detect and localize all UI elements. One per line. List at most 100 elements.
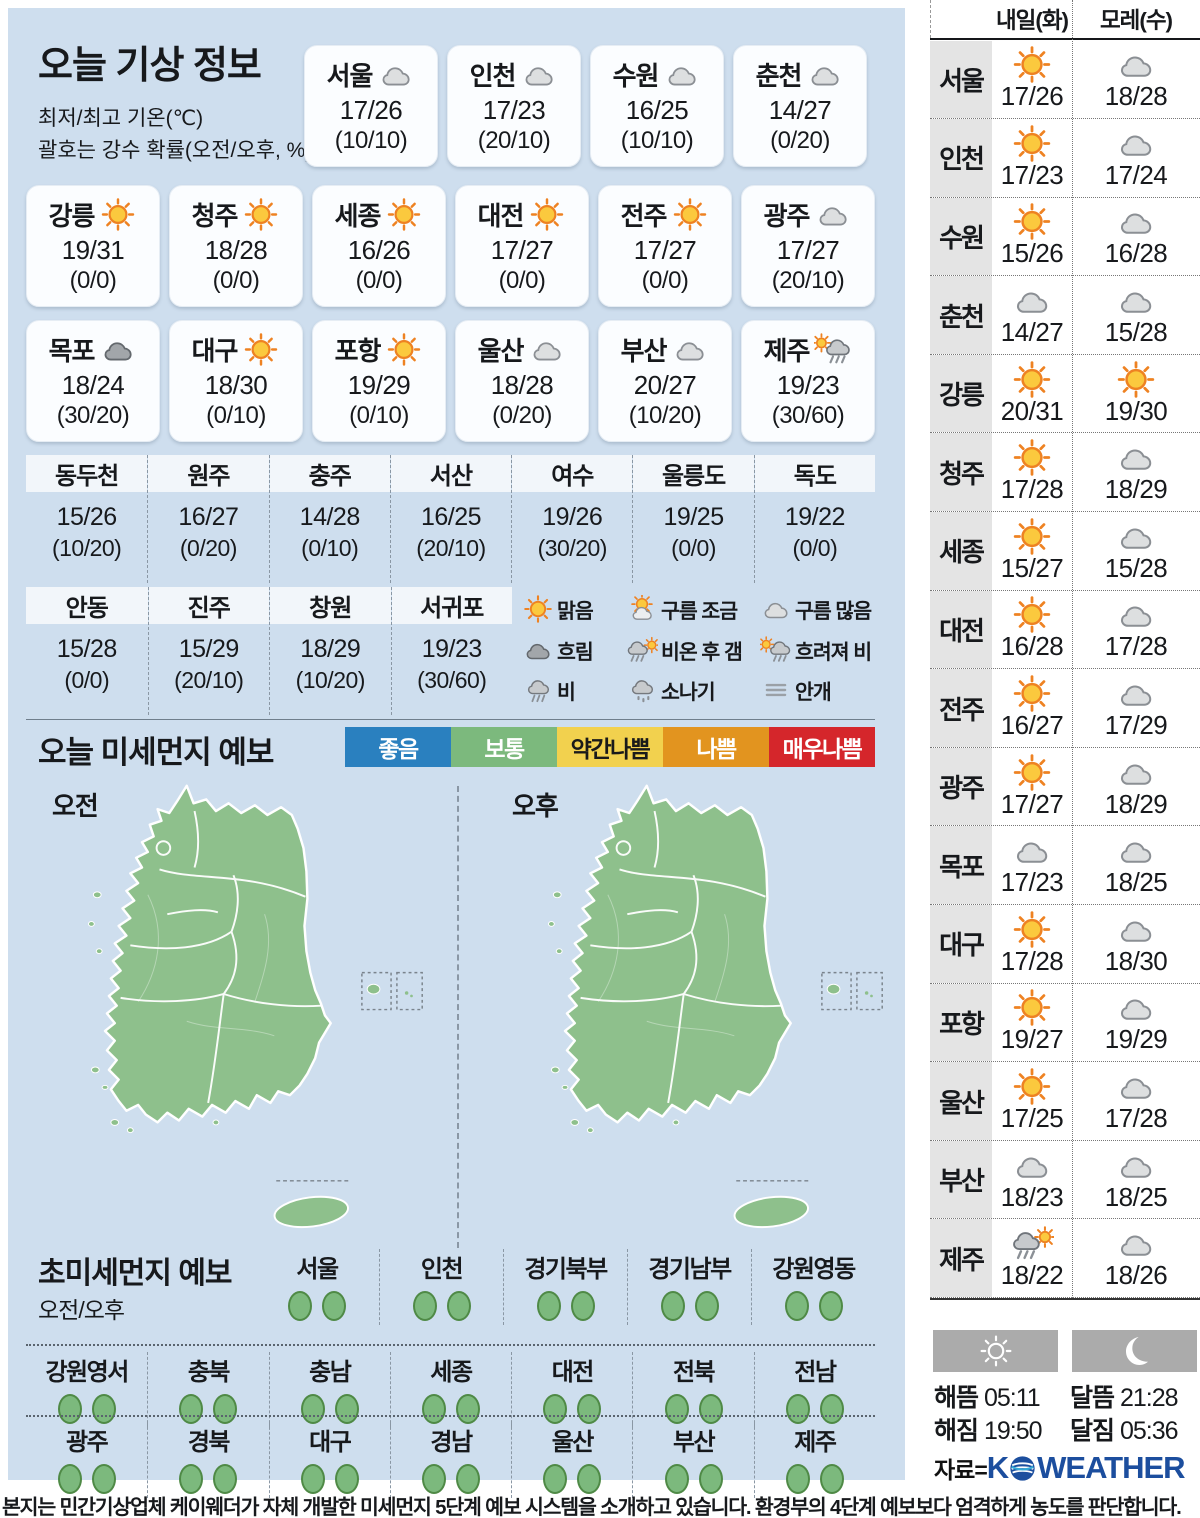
region-values: 19/22 (0/0) <box>755 492 875 562</box>
legend-label: 구름 많음 <box>795 600 872 624</box>
region-name: 인천 <box>420 1256 464 1283</box>
temp-range: 17/26 <box>1000 81 1064 112</box>
temp-range: 19/31 <box>61 235 125 265</box>
forecast-header: 내일(화) 모레(수) <box>930 0 1200 38</box>
legend-item: 비온 후 갬 <box>626 630 760 671</box>
mostly-cloudy-icon <box>1114 439 1158 476</box>
temp-range: 19/29 <box>347 370 411 400</box>
temp-range: 17/27 <box>776 235 840 265</box>
temp-range: 18/30 <box>1104 945 1168 976</box>
precip-prob: (10/20) <box>51 535 122 561</box>
city-name: 대전 <box>477 200 525 231</box>
weather-card: 전주 17/27 (0/0) <box>598 185 732 307</box>
dayafter-forecast: 18/25 <box>1072 1141 1200 1219</box>
precip-prob: (0/0) <box>671 535 716 561</box>
precip-prob: (0/0) <box>69 267 117 294</box>
legend-item: 소나기 <box>626 670 760 711</box>
city-name: 부산 <box>930 1140 992 1219</box>
dust-map-pm <box>530 778 890 1250</box>
dayafter-forecast: 18/25 <box>1072 826 1200 904</box>
ultrafine-row-2: 강원영서 충북 충남 세종 대전 전북 <box>26 1352 875 1428</box>
precip-prob: (0/0) <box>64 667 110 693</box>
tomorrow-forecast: 17/23 <box>992 826 1072 904</box>
card-header: 울산 <box>478 331 567 367</box>
city-name: 광주 <box>930 747 992 826</box>
sunny-icon <box>1010 518 1054 555</box>
temp-range: 17/24 <box>1104 159 1168 190</box>
pm-level-dot <box>446 1291 471 1321</box>
map-am-label: 오전 <box>52 791 99 821</box>
pm-level-dot <box>819 1394 844 1424</box>
region-name: 경북 <box>187 1429 231 1456</box>
forecast-col-tomorrow: 내일(화) <box>995 8 1069 33</box>
am-level-dot <box>543 1464 568 1494</box>
temp-range: 17/28 <box>1104 1103 1168 1134</box>
sunny-icon <box>385 332 423 366</box>
weather-icon-legend: 맑음 구름 조금 구름 많음 흐림 비온 후 갬 흐려져 비 비 소나기 안개 <box>522 589 876 711</box>
city-name: 광주 <box>763 200 811 231</box>
precip-prob: (0/10) <box>301 535 359 561</box>
precip-prob: (0/0) <box>641 267 689 294</box>
city-name: 제주 <box>763 335 811 366</box>
mostly-cloudy-icon <box>671 333 709 366</box>
forecast-row: 울산 17/25 17/28 <box>930 1062 1200 1141</box>
precip-prob: (10/20) <box>628 402 702 429</box>
regional-column: 울릉도 19/25 (0/0) <box>632 455 754 583</box>
sunset-time: 해짐 19:50 <box>934 1417 1043 1445</box>
region-name: 동두천 <box>26 455 148 492</box>
temp-range: 16/25 <box>625 95 689 125</box>
dust-section-title: 오늘 미세먼지 예보 <box>38 735 274 770</box>
mostly-cloudy-icon <box>1114 754 1158 791</box>
sunny-icon <box>1010 1068 1054 1105</box>
region-name: 안동 <box>26 587 148 624</box>
city-name: 포항 <box>930 983 992 1062</box>
city-name: 강릉 <box>930 354 992 433</box>
temp-range: 18/23 <box>1000 1181 1064 1212</box>
pm-level-dot <box>698 1464 723 1494</box>
precip-prob: (20/10) <box>416 535 486 561</box>
dust-level-dots <box>512 1464 632 1494</box>
dust-level-dots <box>504 1291 627 1321</box>
temp-range: 19/30 <box>1104 395 1168 426</box>
regional-table-1: 동두천 15/26 (10/20) 원주 16/27 (0/20) 충주 14/… <box>26 455 875 583</box>
dust-scale-segment: 좋음 <box>345 727 451 767</box>
mostly-cloudy-icon <box>1114 518 1158 555</box>
pm-level-dot <box>819 1464 844 1494</box>
temp-range: 16/25 <box>420 503 482 531</box>
ultrafine-region: 세종 <box>389 1352 511 1428</box>
am-level-dot <box>784 1291 809 1321</box>
card-header: 춘천 <box>756 56 845 92</box>
weather-card: 세종 16/26 (0/0) <box>312 185 446 307</box>
city-name: 전주 <box>620 200 668 231</box>
temp-range: 15/26 <box>56 503 118 531</box>
am-level-dot <box>57 1464 82 1494</box>
city-name: 제주 <box>930 1219 992 1297</box>
dust-scale-segment: 약간나쁨 <box>557 727 663 767</box>
precip-prob: (20/10) <box>477 127 551 154</box>
region-name: 전북 <box>672 1359 716 1386</box>
sunny-icon <box>671 197 709 231</box>
temp-range: 18/26 <box>1104 1260 1168 1291</box>
dust-level-dots <box>148 1464 268 1494</box>
weather-card: 강릉 19/31 (0/0) <box>26 185 160 307</box>
temp-range: 18/22 <box>1000 1260 1064 1291</box>
card-header: 대전 <box>478 196 567 232</box>
temp-range: 17/27 <box>1000 788 1064 819</box>
am-level-dot <box>412 1291 437 1321</box>
tomorrow-forecast: 14/27 <box>992 276 1072 354</box>
region-values: 19/26 (30/20) <box>512 492 632 562</box>
dust-level-dots <box>380 1291 503 1321</box>
region-name: 부산 <box>672 1429 716 1456</box>
city-name: 전주 <box>930 669 992 747</box>
region-name: 대전 <box>551 1359 595 1386</box>
forecast-col-dayafter: 모레(수) <box>1099 8 1173 33</box>
region-values: 19/25 (0/0) <box>633 492 753 562</box>
rain-icon <box>522 676 554 704</box>
forecast-top-rule <box>930 38 1200 40</box>
region-name: 서산 <box>390 455 512 492</box>
region-values: 15/26 (10/20) <box>26 492 147 562</box>
region-name: 충남 <box>309 1359 352 1386</box>
legend-item: 구름 조금 <box>626 589 760 630</box>
card-header: 부산 <box>621 331 710 367</box>
am-level-dot <box>664 1394 689 1424</box>
